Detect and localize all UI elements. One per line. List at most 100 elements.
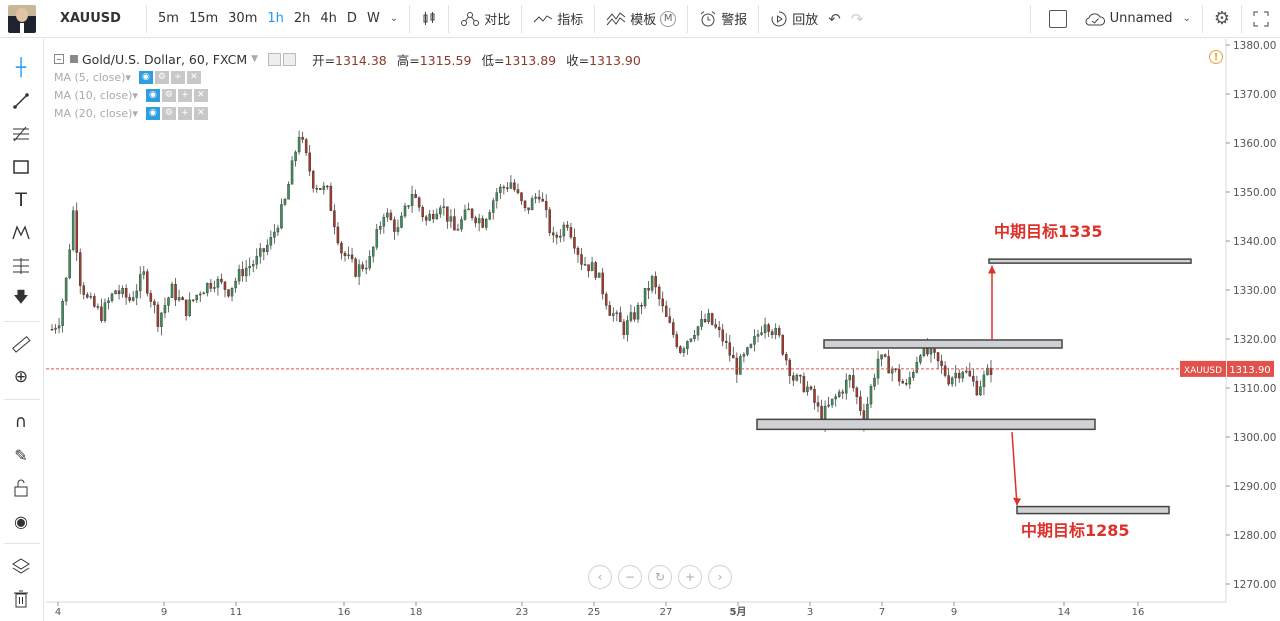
layout-checkbox[interactable] bbox=[1048, 9, 1067, 28]
chevron-down-icon[interactable]: ▾ bbox=[125, 70, 131, 84]
remove-icon[interactable]: ✕ bbox=[193, 106, 208, 120]
target-up-zone[interactable] bbox=[988, 258, 1192, 264]
undo-button[interactable]: ↶ bbox=[823, 4, 846, 34]
settings-icon[interactable]: ⚙ bbox=[161, 88, 176, 102]
ma-label[interactable]: MA (10, close) bbox=[54, 88, 133, 102]
settings-button[interactable]: ⚙ bbox=[1209, 4, 1235, 34]
candle-body bbox=[191, 299, 195, 302]
remove-icon[interactable]: ✕ bbox=[193, 88, 208, 102]
candle-body bbox=[354, 258, 357, 277]
candle-body bbox=[456, 228, 460, 231]
visibility-icon[interactable]: ◉ bbox=[145, 88, 160, 102]
candle-body bbox=[449, 216, 453, 222]
price-chart[interactable]: 1380.00 1370.00 1360.00 1350.00 1340.00 1330.… bbox=[46, 39, 1280, 621]
interval-4h[interactable]: 4h bbox=[320, 11, 337, 26]
add-icon[interactable]: + bbox=[170, 70, 185, 84]
visibility-icon[interactable]: ◉ bbox=[145, 106, 160, 120]
zoom-icon[interactable]: ⊕ bbox=[13, 367, 29, 387]
candle-body bbox=[379, 226, 382, 230]
visibility-icon[interactable] bbox=[268, 52, 282, 66]
low-value: 1313.89 bbox=[504, 52, 557, 68]
reset-button[interactable]: ↻ bbox=[648, 565, 672, 589]
candle-body bbox=[724, 340, 728, 343]
interval-D[interactable]: D bbox=[346, 11, 357, 26]
crosshair-icon[interactable]: ┼ bbox=[15, 58, 27, 78]
scroll-left-button[interactable]: ‹ bbox=[588, 565, 612, 589]
pattern-icon[interactable] bbox=[8, 220, 34, 246]
main-series-legend: Gold/U.S. Dollar, 60, FXCM ▼ 开=1314.38 高… bbox=[54, 50, 641, 68]
alert-button[interactable]: 警报 bbox=[694, 4, 752, 34]
down-arrow-line[interactable] bbox=[1011, 432, 1018, 506]
close-label: 收= bbox=[566, 52, 590, 68]
settings-icon[interactable] bbox=[283, 52, 297, 66]
user-avatar[interactable] bbox=[8, 4, 36, 33]
target-up-label[interactable]: 中期目标1335 bbox=[994, 222, 1103, 241]
replay-button[interactable]: 回放 bbox=[765, 4, 823, 34]
interval-15m[interactable]: 15m bbox=[188, 11, 219, 26]
arrow-down-icon[interactable]: 🡇 bbox=[13, 287, 29, 306]
trash-icon[interactable] bbox=[8, 586, 34, 612]
zoom-in-button[interactable]: + bbox=[678, 565, 702, 589]
price-tag-bg bbox=[1227, 360, 1274, 377]
interval-W[interactable]: W bbox=[366, 11, 380, 26]
ma-legend-row: MA (20, close) ▾ ◉ ⚙ + ✕ bbox=[54, 104, 641, 122]
interval-30m[interactable]: 30m bbox=[228, 11, 258, 26]
interval-2h[interactable]: 2h bbox=[293, 11, 311, 26]
chevron-right-icon: › bbox=[717, 570, 723, 584]
remove-icon[interactable]: ✕ bbox=[186, 70, 201, 84]
candle-body bbox=[199, 293, 202, 296]
layout-button[interactable]: Unnamed ⌄ bbox=[1079, 4, 1196, 34]
series-title[interactable]: Gold/U.S. Dollar, 60, FXCM bbox=[82, 51, 248, 67]
compare-button[interactable]: 对比 bbox=[455, 4, 515, 34]
visibility-icon[interactable]: ◉ bbox=[138, 70, 153, 84]
candle-body bbox=[216, 278, 220, 288]
add-icon[interactable]: + bbox=[177, 106, 192, 120]
chevron-down-icon[interactable]: ▾ bbox=[132, 88, 138, 102]
target-down-zone[interactable] bbox=[1016, 505, 1170, 515]
trendline-icon[interactable] bbox=[8, 88, 34, 114]
candle-body bbox=[933, 348, 936, 353]
settings-icon[interactable]: ⚙ bbox=[154, 70, 169, 84]
ma-label[interactable]: MA (5, close) bbox=[54, 70, 126, 84]
target-down-label[interactable]: 中期目标1285 bbox=[1021, 521, 1130, 540]
chart-pane[interactable]: 1380.00 1370.00 1360.00 1350.00 1340.00 1330.… bbox=[46, 39, 1280, 621]
candle-body bbox=[915, 361, 919, 373]
eye-icon[interactable]: ◉ bbox=[14, 511, 28, 531]
warning-icon[interactable]: ! bbox=[1209, 50, 1223, 64]
interval-5m[interactable]: 5m bbox=[158, 11, 179, 26]
toolbar-right: Unnamed ⌄ ⚙ bbox=[1024, 4, 1280, 34]
magnet-icon[interactable]: ∩ bbox=[14, 412, 28, 432]
ruler-icon[interactable] bbox=[8, 331, 34, 357]
support-zone[interactable] bbox=[756, 418, 1096, 431]
chart-type-button[interactable] bbox=[416, 4, 442, 34]
settings-icon[interactable]: ⚙ bbox=[161, 106, 176, 120]
text-icon[interactable]: T bbox=[15, 189, 27, 211]
interval-1h[interactable]: 1h bbox=[267, 11, 284, 26]
chevron-down-icon[interactable]: ▾ bbox=[132, 106, 138, 120]
ma-label[interactable]: MA (20, close) bbox=[54, 106, 133, 120]
fullscreen-button[interactable] bbox=[1248, 4, 1274, 34]
candle-body bbox=[128, 297, 131, 301]
scroll-right-button[interactable]: › bbox=[708, 565, 732, 589]
symbol-search[interactable]: XAUUSD bbox=[60, 11, 121, 26]
rectangle-icon[interactable] bbox=[8, 154, 34, 180]
resistance-zone[interactable] bbox=[823, 339, 1063, 349]
indicators-button[interactable]: 指标 bbox=[528, 4, 588, 34]
candle-body bbox=[78, 252, 82, 286]
pencil-lock-icon[interactable]: ✎ bbox=[14, 445, 28, 465]
candle-body bbox=[619, 312, 622, 323]
collapse-icon[interactable] bbox=[54, 54, 64, 64]
add-icon[interactable]: + bbox=[177, 88, 192, 102]
redo-button[interactable]: ↷ bbox=[846, 4, 869, 34]
unlock-icon[interactable] bbox=[8, 475, 34, 501]
zoom-out-button[interactable]: − bbox=[618, 565, 642, 589]
gear-icon: ⚙ bbox=[1213, 8, 1230, 29]
fib-icon[interactable] bbox=[8, 121, 34, 147]
templates-button[interactable]: 模板 M bbox=[601, 4, 681, 34]
candle-body bbox=[241, 269, 244, 277]
candle-body bbox=[213, 287, 216, 289]
prediction-icon[interactable] bbox=[8, 253, 34, 279]
interval-dropdown[interactable]: ⌄ bbox=[385, 4, 403, 34]
chevron-down-icon[interactable]: ▼ bbox=[251, 54, 259, 64]
layers-icon[interactable] bbox=[8, 553, 34, 579]
